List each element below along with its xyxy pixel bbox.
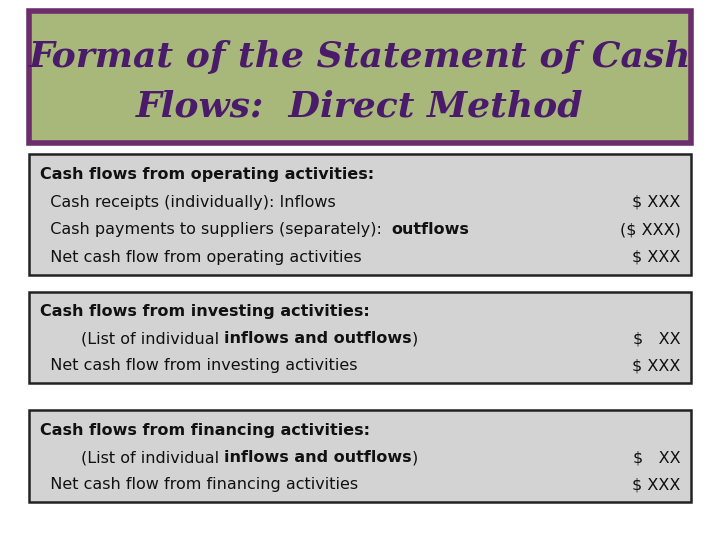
Text: Cash flows from operating activities:: Cash flows from operating activities: <box>40 167 374 182</box>
FancyBboxPatch shape <box>29 11 691 143</box>
Text: Net cash flow from investing activities: Net cash flow from investing activities <box>40 359 357 373</box>
Text: $ XXX: $ XXX <box>632 477 680 492</box>
Text: Net cash flow from operating activities: Net cash flow from operating activities <box>40 250 361 265</box>
Text: $ XXX: $ XXX <box>632 359 680 373</box>
Text: Cash flows from investing activities:: Cash flows from investing activities: <box>40 305 369 319</box>
Text: inflows and outflows: inflows and outflows <box>224 450 411 465</box>
Text: Format of the Statement of Cash: Format of the Statement of Cash <box>29 40 691 74</box>
Text: $   XX: $ XX <box>633 332 680 346</box>
Text: ): ) <box>411 450 418 465</box>
FancyBboxPatch shape <box>29 154 691 275</box>
Text: Cash payments to suppliers (separately):: Cash payments to suppliers (separately): <box>40 222 392 238</box>
Text: ($ XXX): ($ XXX) <box>619 222 680 238</box>
Text: $ XXX: $ XXX <box>632 195 680 210</box>
Text: (List of individual: (List of individual <box>40 450 224 465</box>
Text: inflows and outflows: inflows and outflows <box>224 332 411 346</box>
Text: $   XX: $ XX <box>633 450 680 465</box>
Text: Net cash flow from financing activities: Net cash flow from financing activities <box>40 477 358 492</box>
FancyBboxPatch shape <box>29 292 691 383</box>
Text: ): ) <box>411 332 418 346</box>
FancyBboxPatch shape <box>29 410 691 502</box>
Text: outflows: outflows <box>392 222 469 238</box>
Text: $ XXX: $ XXX <box>632 250 680 265</box>
Text: (List of individual: (List of individual <box>40 332 224 346</box>
Text: Cash flows from financing activities:: Cash flows from financing activities: <box>40 423 369 438</box>
Text: Flows:  Direct Method: Flows: Direct Method <box>136 89 584 123</box>
Text: Cash receipts (individually): Inflows: Cash receipts (individually): Inflows <box>40 195 336 210</box>
